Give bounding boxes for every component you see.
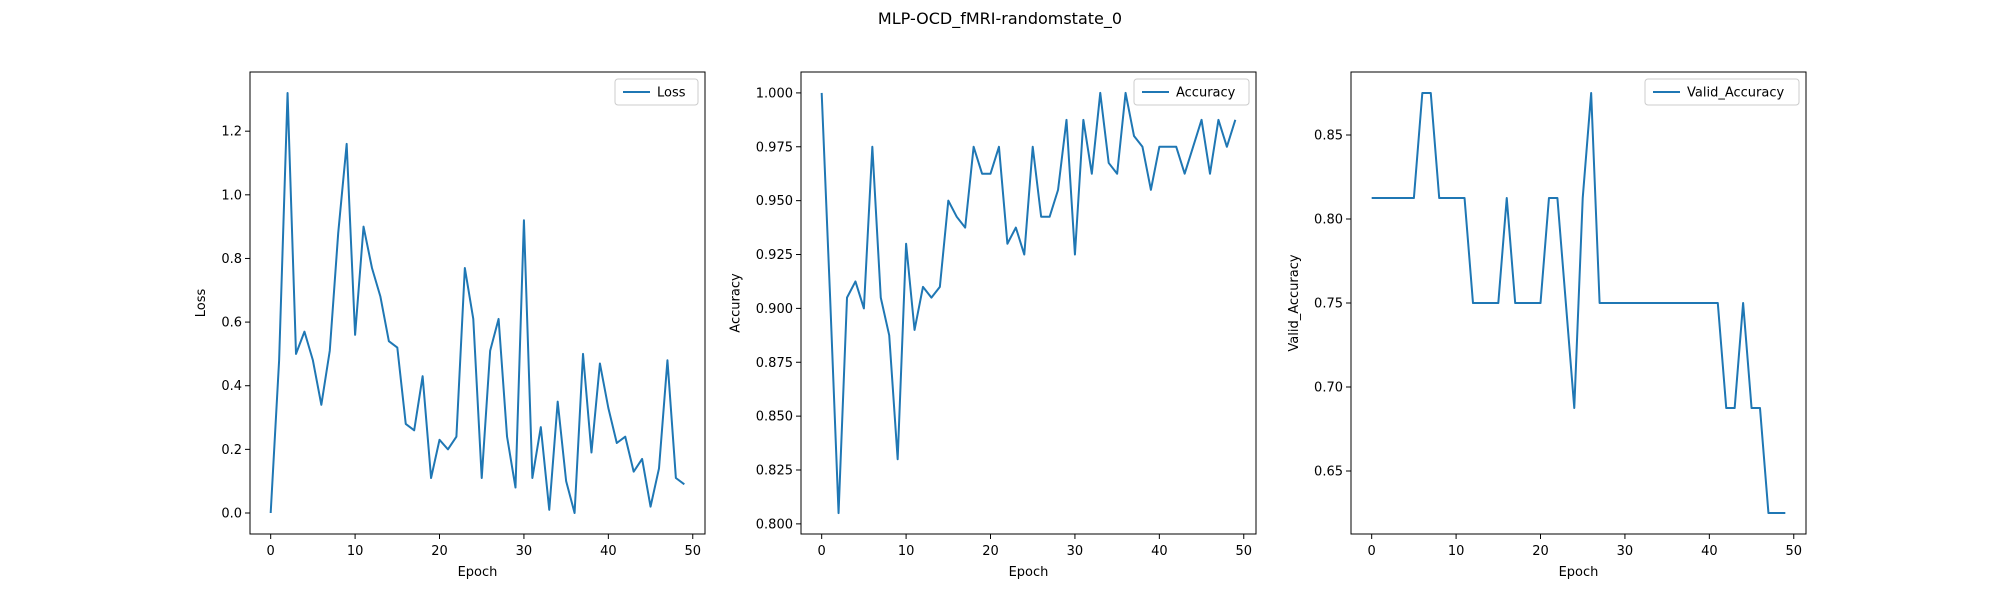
- y-tick-label: 0.975: [756, 140, 793, 155]
- legend-label: Accuracy: [1176, 86, 1236, 101]
- y-tick-label: 0.0: [221, 507, 242, 522]
- y-axis-label: Loss: [194, 289, 209, 318]
- x-tick-label: 20: [1532, 544, 1549, 559]
- x-tick-label: 30: [1617, 544, 1634, 559]
- y-tick-label: 0.800: [756, 517, 793, 532]
- x-tick-label: 10: [347, 544, 364, 559]
- legend: Valid_Accuracy: [1644, 78, 1800, 106]
- x-tick-label: 40: [1151, 544, 1168, 559]
- x-tick-label: 0: [267, 544, 275, 559]
- series-line-1: [820, 91, 1237, 515]
- y-tick-label: 0.2: [221, 443, 242, 458]
- y-tick-label: 0.875: [756, 356, 793, 371]
- figure-title: MLP-OCD_fMRI-randomstate_0: [878, 9, 1122, 29]
- legend-label: Valid_Accuracy: [1687, 86, 1784, 101]
- x-axis-label: Epoch: [458, 565, 498, 580]
- legend-box: [614, 78, 699, 106]
- legend: Accuracy: [1133, 78, 1250, 106]
- subplot-1: 0 10 20 30 40 50 0.0 0.2 0.4 0.6 0.8 1.0 1.2 Epoch Los…: [194, 71, 706, 580]
- x-tick-label: 0: [1368, 544, 1376, 559]
- y-tick-label: 1.0: [221, 188, 242, 203]
- x-tick-label: 50: [1785, 544, 1802, 559]
- y-tick-label: 0.8: [221, 252, 242, 267]
- y-tick-label: 0.80: [1314, 213, 1343, 228]
- legend-box: [1644, 78, 1800, 106]
- y-tick-label: 0.900: [756, 302, 793, 317]
- axes-frame: [800, 71, 1257, 535]
- legend-box: [1133, 78, 1250, 106]
- y-tick-label: 0.75: [1314, 297, 1343, 312]
- y-tick-label: 1.2: [221, 125, 242, 140]
- y-tick-label: 0.950: [756, 194, 793, 209]
- x-tick-label: 40: [1701, 544, 1718, 559]
- axes-frame: [249, 71, 706, 535]
- y-tick-label: 0.85: [1314, 129, 1343, 144]
- y-tick-label: 0.70: [1314, 381, 1343, 396]
- y-tick-label: 0.65: [1314, 465, 1343, 480]
- x-tick-label: 30: [516, 544, 533, 559]
- y-tick-label: 0.850: [756, 410, 793, 425]
- x-tick-label: 10: [1448, 544, 1465, 559]
- y-axis-label: Valid_Accuracy: [1287, 254, 1302, 351]
- x-tick-label: 40: [600, 544, 617, 559]
- x-tick-label: 50: [684, 544, 701, 559]
- subplot-2: 0 10 20 30 40 50 0.800 0.825 0.850 0.875 0.900 0.92…: [729, 71, 1257, 580]
- series-line-1: [269, 92, 685, 514]
- x-tick-label: 10: [898, 544, 915, 559]
- y-tick-label: 1.000: [756, 86, 793, 101]
- y-tick-label: 0.825: [756, 464, 793, 479]
- x-tick-label: 0: [818, 544, 826, 559]
- x-tick-label: 20: [431, 544, 448, 559]
- x-axis-label: Epoch: [1559, 565, 1599, 580]
- legend-label: Loss: [657, 86, 686, 101]
- legend: Loss: [614, 78, 699, 106]
- y-tick-label: 0.4: [221, 379, 242, 394]
- x-axis-label: Epoch: [1009, 565, 1049, 580]
- series-line-1: [1371, 92, 1786, 514]
- x-tick-label: 50: [1235, 544, 1252, 559]
- y-axis-label: Accuracy: [729, 273, 744, 333]
- subplot-3: 0 10 20 30 40 50 0.65 0.70 0.75 0.80 0.85 Epoch Vali…: [1287, 71, 1807, 580]
- y-tick-label: 0.6: [221, 316, 242, 331]
- y-tick-label: 0.925: [756, 248, 793, 263]
- x-tick-label: 30: [1067, 544, 1084, 559]
- subplot-panels: 0 10 20 30 40 50 0.0 0.2 0.4 0.6 0.8 1.0 1.2 Epoch Los…: [194, 71, 1807, 580]
- x-tick-label: 20: [982, 544, 999, 559]
